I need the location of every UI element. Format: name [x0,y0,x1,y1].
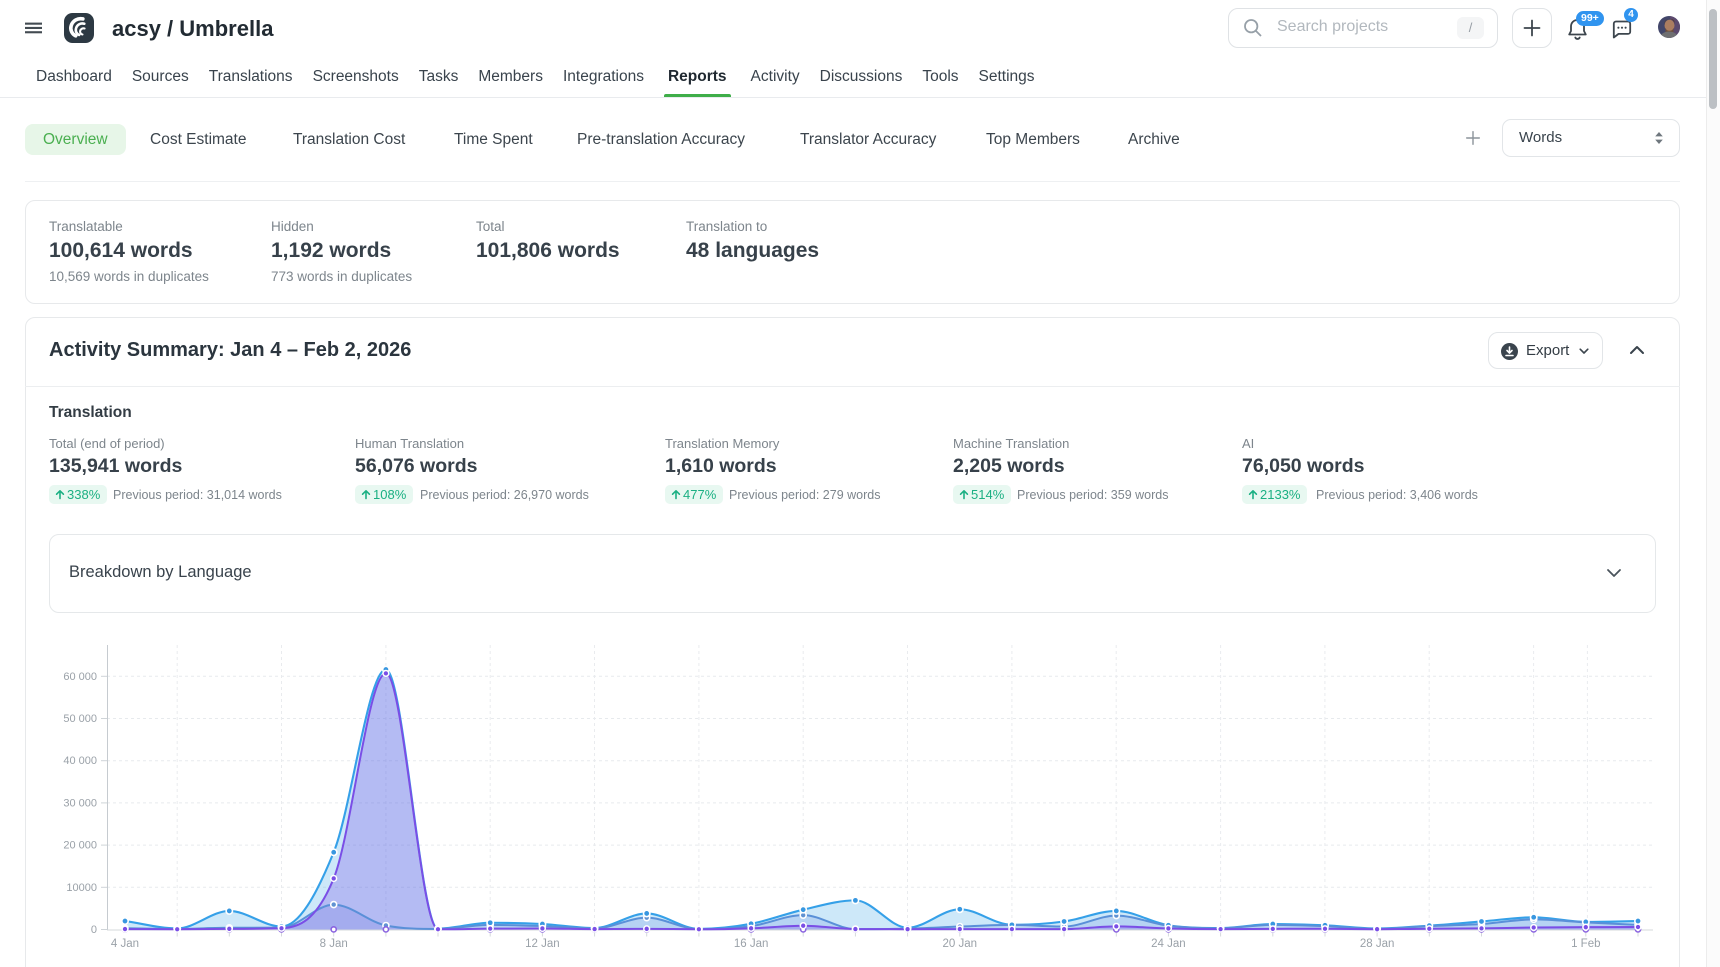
svg-text:50 000: 50 000 [63,713,97,725]
svg-text:0: 0 [91,924,97,936]
svg-text:28 Jan: 28 Jan [1360,938,1395,950]
svg-text:40 000: 40 000 [63,755,97,767]
svg-text:8 Jan: 8 Jan [320,938,348,950]
svg-text:30 000: 30 000 [63,797,97,809]
svg-text:16 Jan: 16 Jan [734,938,769,950]
svg-text:1 Feb: 1 Feb [1571,938,1600,950]
svg-text:60 000: 60 000 [63,671,97,683]
svg-text:12 Jan: 12 Jan [525,938,560,950]
svg-text:4 Jan: 4 Jan [111,938,139,950]
svg-text:20 Jan: 20 Jan [943,938,978,950]
svg-text:20 000: 20 000 [63,840,97,852]
svg-text:10000: 10000 [66,882,97,894]
svg-text:24 Jan: 24 Jan [1151,938,1186,950]
